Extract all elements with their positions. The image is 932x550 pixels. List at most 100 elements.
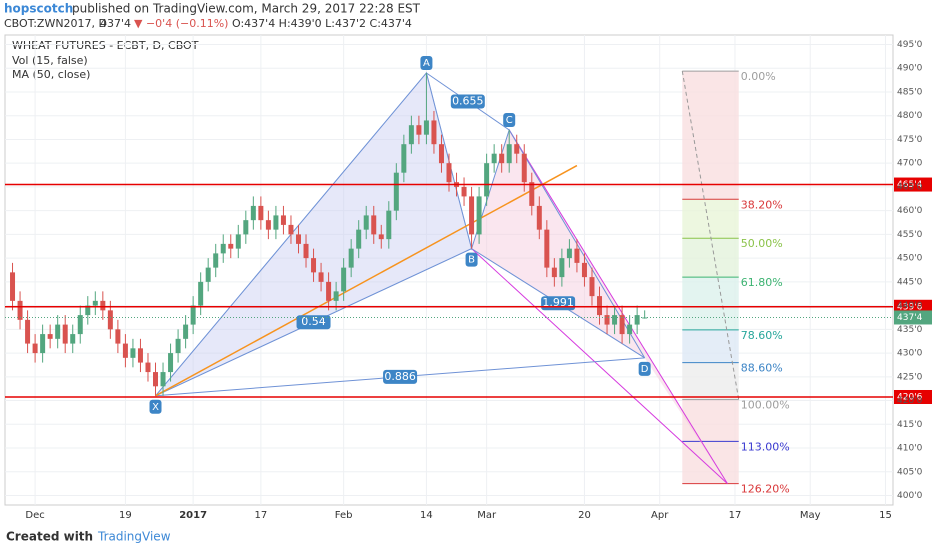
candle-body xyxy=(469,196,475,235)
candle-body xyxy=(356,229,362,249)
footer-brand[interactable]: TradingView xyxy=(97,530,171,544)
ratio-label: 0.886 xyxy=(384,370,416,383)
candle-body xyxy=(160,372,166,387)
candle-body xyxy=(235,234,241,249)
fib-label: 113.00% xyxy=(741,440,790,453)
level-badge xyxy=(894,177,932,192)
level-label: 465'4 xyxy=(897,180,923,190)
candle-body xyxy=(438,144,444,164)
candle-body xyxy=(10,272,16,301)
point-badge xyxy=(638,361,651,376)
footer-created: Created with xyxy=(6,530,93,544)
fib-label: 50.00% xyxy=(741,237,783,250)
candle-body xyxy=(363,215,369,230)
candle-body xyxy=(431,120,437,145)
indicator: Vol (15, false) xyxy=(12,54,88,67)
candle-body xyxy=(589,277,595,297)
author[interactable]: hopscotch xyxy=(4,2,73,16)
fib-zone xyxy=(682,441,739,484)
candle-body xyxy=(544,229,550,268)
candle-body xyxy=(265,220,271,230)
candle-body xyxy=(213,253,219,268)
fib-label: 61.80% xyxy=(741,276,783,289)
fib-zone xyxy=(682,199,739,239)
candle-body xyxy=(100,300,106,311)
candle-body xyxy=(175,338,181,354)
candle-body xyxy=(371,215,377,235)
candle-body xyxy=(574,248,580,263)
y-tick-label: 480'0 xyxy=(897,111,923,121)
ratio-label: 0.54 xyxy=(301,315,326,328)
candle-body xyxy=(393,172,399,211)
candle-body xyxy=(476,196,482,235)
symbol: CBOT:ZWN2017, D xyxy=(4,17,107,30)
candle-body xyxy=(619,315,625,335)
fib-label: 38.20% xyxy=(741,198,783,211)
grid xyxy=(5,35,893,505)
candle-body xyxy=(288,224,294,235)
plot-frame xyxy=(4,34,894,506)
point-label: B xyxy=(468,255,475,266)
point-badge xyxy=(420,55,433,70)
candle-body xyxy=(190,305,196,325)
level-badge xyxy=(894,299,932,314)
overlay: 0.00% 38.20% 50.00% 61.80% 78.60% 88.60% 100.0… xyxy=(5,55,932,496)
x-tick-label: 17 xyxy=(254,510,267,521)
y-tick-label: 460'0 xyxy=(897,206,923,216)
candle-body xyxy=(168,353,174,373)
y-tick-label: 495'0 xyxy=(897,40,923,50)
header-price: 437'4 xyxy=(100,17,131,30)
y-tick-label: 410'0 xyxy=(897,444,923,454)
x-tick-label: Mar xyxy=(477,510,497,521)
x-tick-label: 19 xyxy=(119,510,132,521)
level-badge xyxy=(894,389,932,404)
candle-body xyxy=(408,125,414,145)
candle-body xyxy=(303,243,309,259)
y-tick-label: 435'0 xyxy=(897,325,923,335)
y-tick-label: 400'0 xyxy=(897,491,923,501)
candle-body xyxy=(341,267,347,292)
point-badge xyxy=(149,399,162,414)
fib-label: 88.60% xyxy=(741,362,783,375)
candle-body xyxy=(77,315,83,335)
y-tick-label: 415'0 xyxy=(897,420,923,430)
fib-zone xyxy=(682,329,739,363)
candle-body xyxy=(551,267,557,278)
candle-body xyxy=(536,205,542,230)
fib-zone xyxy=(682,71,739,200)
candle-body xyxy=(484,163,490,197)
candle-body xyxy=(62,324,68,344)
point-label: D xyxy=(641,364,649,375)
y-tick-label: 440'0 xyxy=(897,301,923,311)
candle-body xyxy=(559,258,565,278)
candle-body xyxy=(92,300,98,306)
header-change: ▼ −0'4 (−0.11%) xyxy=(134,17,228,30)
y-tick-label: 485'0 xyxy=(897,87,923,97)
y-tick-label: 420'0 xyxy=(897,396,923,406)
candle-body xyxy=(612,315,618,325)
candle-body xyxy=(348,248,354,268)
candle-body xyxy=(228,243,234,249)
candle-body xyxy=(220,243,226,254)
fib-label: 100.00% xyxy=(741,399,790,412)
candle-body xyxy=(295,234,301,244)
published: published on TradingView.com, March 29, … xyxy=(72,2,421,16)
candle-body xyxy=(514,144,520,154)
candle-body xyxy=(326,281,332,301)
candle-body xyxy=(243,220,249,235)
level-label: 420'6 xyxy=(897,392,923,402)
candle-body xyxy=(311,258,317,273)
candle-body xyxy=(634,315,640,325)
candle-body xyxy=(529,182,535,206)
candle-body xyxy=(137,348,143,363)
candle-body xyxy=(423,120,429,135)
candle-body xyxy=(205,267,211,282)
candle-body xyxy=(153,372,159,387)
point-label: C xyxy=(506,115,513,126)
ratio-badge xyxy=(383,369,418,384)
candle-body xyxy=(115,329,121,344)
x-tick-label: Apr xyxy=(651,510,669,521)
candle-body xyxy=(183,324,189,339)
candle-body xyxy=(198,281,204,306)
